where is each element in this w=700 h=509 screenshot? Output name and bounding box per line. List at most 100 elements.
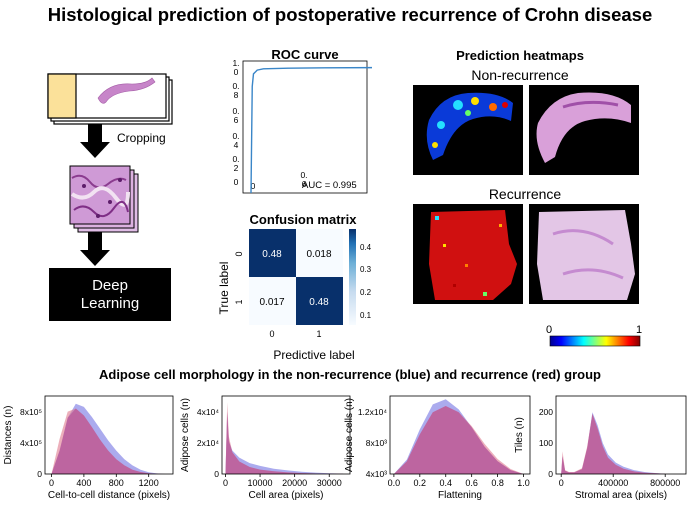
morphology-title: Adipose cell morphology in the non-recur… [98,367,602,382]
histogram-x-tick: 0.8 [491,478,504,488]
roc-y-tick: 1. 0 [232,58,239,77]
pipeline-diagram [47,73,173,266]
slide-label-area [47,73,77,119]
histogram-frame [555,395,687,475]
histogram-frame [44,395,174,475]
histogram-x-tick: 10000 [248,478,273,488]
heatmap-group-recurrence: Recurrence [488,186,562,202]
roc-y-tick: 0. 2 [232,154,239,173]
histogram-overlap [393,406,524,474]
histogram-y-tick: 0 [548,469,553,479]
histogram-x-tick: 400000 [598,478,628,488]
deep-learning-line2: Learning [80,294,140,312]
histogram-y-tick: 200 [539,407,553,417]
histogram-x-tick: 0.4 [439,478,452,488]
cm-col-label-1: 1 [316,329,321,339]
histogram-y-tick: 0 [214,469,219,479]
histogram-y-tick: 8x10³ [366,438,387,448]
cm-value-1-0: 0.017 [259,297,284,308]
cm-colorbar [349,229,356,325]
heatmap-scale-min: 0 [546,324,552,336]
histogram-x-tick: 0.0 [388,478,401,488]
histogram-x-tick: 1.0 [517,478,530,488]
histogram-x-tick: 1200 [139,478,159,488]
histogram-ylabel: Tiles (n) [514,417,525,453]
nonrec-tissue-section [536,92,631,163]
histogram-ylabel: Distances (n) [3,406,14,465]
histogram-x-tick: 0 [49,478,54,488]
recurrence-heatmaps [413,204,639,304]
histogram-x-tick: 400 [76,478,91,488]
histogram-y-tick: 4x10⁵ [20,438,42,448]
histogram-x-tick: 30000 [317,478,342,488]
histogram-overlap [561,413,666,474]
deep-learning-box: Deep Learning [49,268,171,321]
histogram-y-tick: 0 [37,469,42,479]
roc-y-tick: 0. 4 [232,131,239,150]
roc-x-tick: 0 [251,181,256,191]
heatmap-scale-max: 1 [636,324,642,336]
confusion-ylabel: True label [217,262,231,315]
arrow-1-head [80,142,110,158]
histogram-x-tick: 20000 [282,478,307,488]
histogram-x-tick: 800 [109,478,124,488]
histogram-panel-4: 0 400000 800000 200 100 0 Stromal area (pixels… [514,395,687,501]
confusion-xlabel: Predictive label [273,348,355,362]
heatmap-group-nonrecurrence: Non-recurrence [471,67,569,83]
figure-title: Histological prediction of postoperative… [47,4,653,25]
cm-row-label-0: 0 [234,251,244,256]
roc-chart: 1. 0 0. 8 0. 6 0. 4 0. 2 0 00. 6 AUC = 0.995 [232,58,372,194]
histogram-y-tick: 8x10⁵ [20,407,42,417]
cm-value-0-1: 0.018 [306,249,331,260]
cm-cbar-tick-1: 0.4 [360,243,372,252]
cm-cell-1-1 [296,277,343,325]
histogram-xlabel: Stromal area (pixels) [575,490,667,501]
histogram-panel-2: 0 10000 20000 30000 4x10⁴ 2x10⁴ 0 Cell area (pi… [180,395,351,501]
roc-title: ROC curve [271,47,339,62]
histogram-panel-3: 0.0 0.2 0.4 0.6 0.8 1.0 1.2x10⁴ 8x10³ 4x10³ Flatt… [344,395,531,501]
histogram-x-tick: 0 [559,478,564,488]
histogram-overlap [51,408,165,474]
histogram-frame [221,395,351,475]
cm-value-0-0: 0.48 [262,249,282,260]
roc-y-tick: 0 [234,177,239,187]
histogram-xlabel: Cell area (pixels) [248,490,323,501]
roc-y-ticks: 1. 0 0. 8 0. 6 0. 4 0. 2 0 [232,58,239,187]
cm-value-1-1: 0.48 [309,297,329,308]
histogram-y-tick: 100 [539,438,553,448]
cm-cell-0-1 [296,229,343,277]
histogram-y-tick: 4x10⁴ [197,407,219,417]
roc-y-tick: 0. 8 [232,81,239,100]
roc-curve-line [250,66,372,194]
cm-col-label-0: 0 [269,329,274,339]
histogram-x-tick: 800000 [650,478,680,488]
histogram-x-tick: 0.6 [465,478,478,488]
histogram-xlabel: Flattening [438,490,482,501]
cm-cell-0-0 [249,229,296,277]
tissue-section [97,77,156,104]
confusion-title: Confusion matrix [249,212,357,227]
cm-cbar-tick-4: 0.1 [360,311,372,320]
rec-tissue-high [429,210,517,300]
nonrecurrence-heatmaps [413,85,639,175]
roc-x-ticks: 00. 6 [251,170,308,191]
histogram-x-tick: 0.2 [414,478,427,488]
arrow-2-shaft [88,232,102,250]
deep-learning-line1: Deep [92,276,128,294]
histogram-frame [389,395,531,475]
histogram-panel-1: 0 400 800 1200 8x10⁵ 4x10⁵ 0 Cell-to-cell dista… [3,395,174,501]
histogram-x-tick: 0 [223,478,228,488]
histogram-ylabel: Adipose cells (n) [344,398,355,472]
histogram-y-tick: 1.2x10⁴ [358,407,388,417]
histogram-y-tick: 2x10⁴ [197,438,219,448]
cm-cbar-tick-3: 0.2 [360,288,372,297]
histogram-xlabel: Cell-to-cell distance (pixels) [48,490,170,501]
heatmaps-title: Prediction heatmaps [456,48,584,63]
heatmap-colorbar: 0 1 [546,324,642,347]
arrow-2-head [80,250,110,266]
arrow-1-shaft [88,124,102,142]
roc-y-tick: 0. 6 [232,106,239,125]
histogram-y-tick: 4x10³ [366,469,387,479]
roc-auc-text: AUC = 0.995 [302,180,357,191]
cm-cbar-tick-2: 0.3 [360,265,372,274]
